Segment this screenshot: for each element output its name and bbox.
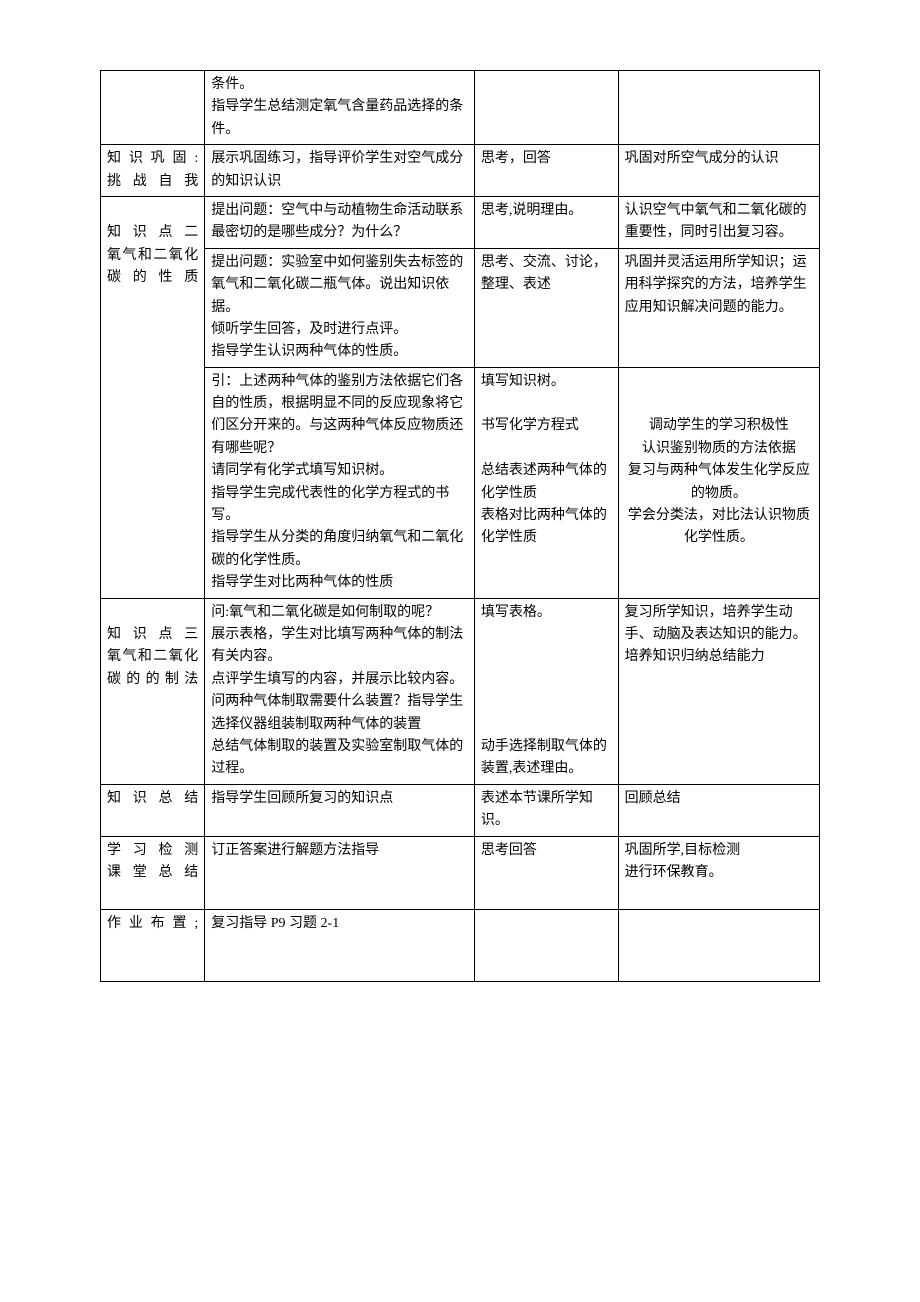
cell-purpose: 巩固所学,目标检测进行环保教育。 xyxy=(618,836,819,910)
cell-teacher-activity: 展示巩固练习，指导评价学生对空气成分的知识认识 xyxy=(205,145,475,197)
table-row: 作业布置; 复习指导 P9 习题 2-1 xyxy=(101,910,820,981)
cell-stage xyxy=(101,71,205,145)
cell-teacher-activity: 复习指导 P9 习题 2-1 xyxy=(205,910,475,981)
cell-purpose: 回顾总结 xyxy=(618,784,819,836)
cell-stage: 知识点二 氧气和二氧化碳的性质 xyxy=(101,196,205,598)
cell-stage: 知识巩固:挑战自我 xyxy=(101,145,205,197)
table-row: 提出问题：实验室中如何鉴别失去标签的氧气和二氧化碳二瓶气体。说出知识依据。倾听学… xyxy=(101,248,820,367)
table-row: 知识点三 氧气和二氧化碳的的制法 问:氧气和二氧化碳是如何制取的呢？展示表格，学… xyxy=(101,598,820,784)
cell-student-activity: 填写知识树。 书写化学方程式 总结表述两种气体的化学性质表格对比两种气体的化学性… xyxy=(474,367,618,598)
cell-student-activity: 思考,说明理由。 xyxy=(474,196,618,248)
table-row: 学习检测课堂总结 订正答案进行解题方法指导 思考回答 巩固所学,目标检测进行环保… xyxy=(101,836,820,910)
table-row: 知识总结 指导学生回顾所复习的知识点 表述本节课所学知识。 回顾总结 xyxy=(101,784,820,836)
cell-student-activity: 思考回答 xyxy=(474,836,618,910)
stage-line1 xyxy=(107,605,111,620)
cell-purpose: 认识空气中氧气和二氧化碳的重要性，同时引出复习容。 xyxy=(618,196,819,248)
cell-teacher-activity: 提出问题：实验室中如何鉴别失去标签的氧气和二氧化碳二瓶气体。说出知识依据。倾听学… xyxy=(205,248,475,367)
cell-student-activity: 表述本节课所学知识。 xyxy=(474,784,618,836)
stage-line2: 知识点三 xyxy=(107,627,198,642)
cell-student-activity xyxy=(474,71,618,145)
cell-student-activity xyxy=(474,910,618,981)
cell-student-activity: 填写表格。 动手选择制取气体的装置,表述理由。 xyxy=(474,598,618,784)
table-row: 引：上述两种气体的鉴别方法依据它们各自的性质，根据明显不同的反应现象将它们区分开… xyxy=(101,367,820,598)
cell-stage: 知识点三 氧气和二氧化碳的的制法 xyxy=(101,598,205,784)
table-row: 条件。指导学生总结测定氧气含量药品选择的条件。 xyxy=(101,71,820,145)
cell-student-activity: 思考、交流、讨论，整理、表述 xyxy=(474,248,618,367)
cell-student-activity: 思考，回答 xyxy=(474,145,618,197)
cell-stage: 知识总结 xyxy=(101,784,205,836)
cell-teacher-activity: 指导学生回顾所复习的知识点 xyxy=(205,784,475,836)
cell-teacher-activity: 引：上述两种气体的鉴别方法依据它们各自的性质，根据明显不同的反应现象将它们区分开… xyxy=(205,367,475,598)
cell-teacher-activity: 提出问题：空气中与动植物生命活动联系最密切的是哪些成分？为什么？ xyxy=(205,196,475,248)
cell-purpose: 巩固对所空气成分的认识 xyxy=(618,145,819,197)
table-row: 知识巩固:挑战自我 展示巩固练习，指导评价学生对空气成分的知识认识 思考，回答 … xyxy=(101,145,820,197)
cell-teacher-activity: 条件。指导学生总结测定氧气含量药品选择的条件。 xyxy=(205,71,475,145)
cell-stage: 学习检测课堂总结 xyxy=(101,836,205,910)
cell-stage: 作业布置; xyxy=(101,910,205,981)
stage-line3: 氧气和二氧化碳的性质 xyxy=(107,248,198,285)
cell-purpose: 调动学生的学习积极性认识鉴别物质的方法依据复习与两种气体发生化学反应的物质。学会… xyxy=(618,367,819,598)
cell-purpose xyxy=(618,71,819,145)
cell-teacher-activity: 问:氧气和二氧化碳是如何制取的呢？展示表格，学生对比填写两种气体的制法有关内容。… xyxy=(205,598,475,784)
table-row: 知识点二 氧气和二氧化碳的性质 提出问题：空气中与动植物生命活动联系最密切的是哪… xyxy=(101,196,820,248)
cell-purpose: 巩固并灵活运用所学知识；运用科学探究的方法，培养学生应用知识解决问题的能力。 xyxy=(618,248,819,367)
stage-line3: 氧气和二氧化碳的的制法 xyxy=(107,649,198,686)
cell-teacher-activity: 订正答案进行解题方法指导 xyxy=(205,836,475,910)
stage-line2: 知识点二 xyxy=(107,225,198,240)
lesson-plan-table: 条件。指导学生总结测定氧气含量药品选择的条件。 知识巩固:挑战自我 展示巩固练习… xyxy=(100,70,820,982)
stage-line1 xyxy=(107,203,111,218)
cell-purpose: 复习所学知识，培养学生动手、动脑及表达知识的能力。培养知识归纳总结能力 xyxy=(618,598,819,784)
cell-purpose xyxy=(618,910,819,981)
